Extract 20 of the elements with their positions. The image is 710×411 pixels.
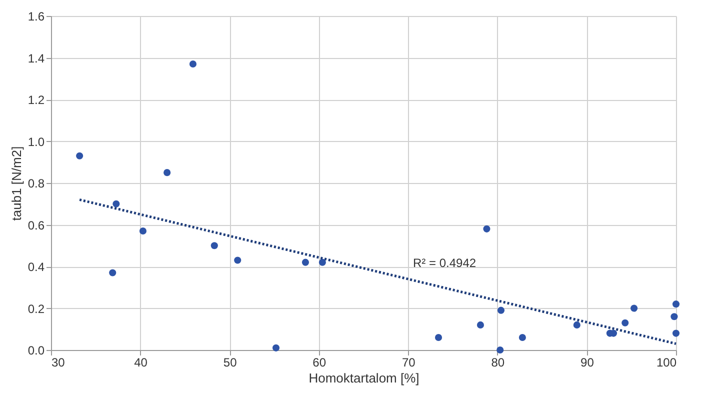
- y-tick-label: 0.8: [28, 176, 45, 190]
- x-tick-label: 30: [52, 356, 66, 370]
- x-tick-label: 100: [656, 356, 677, 370]
- annotation: R² = 0.4942: [413, 256, 476, 270]
- x-tick-label: 50: [223, 356, 238, 370]
- x-tick-label: 80: [491, 356, 505, 370]
- y-tick-label: 0.2: [28, 302, 45, 316]
- x-tick-label: 70: [402, 356, 416, 370]
- y-tick-label: 1.6: [28, 10, 45, 24]
- y-tick-label: 1.4: [28, 51, 45, 66]
- y-tick-label: 0.6: [28, 218, 45, 232]
- x-axis-title: Homoktartalom [%]: [308, 370, 420, 386]
- y-tick-label: 1.0: [28, 134, 45, 149]
- x-tick-label: 40: [134, 356, 148, 370]
- x-tick-label: 60: [312, 356, 326, 370]
- x-tick-label: 90: [580, 356, 594, 370]
- y-tick-label: 1.2: [28, 93, 45, 107]
- y-axis-title: taub1 [N/m2]: [8, 146, 24, 221]
- y-tick-label: 0.0: [28, 344, 45, 358]
- y-tick-label: 0.4: [28, 260, 45, 274]
